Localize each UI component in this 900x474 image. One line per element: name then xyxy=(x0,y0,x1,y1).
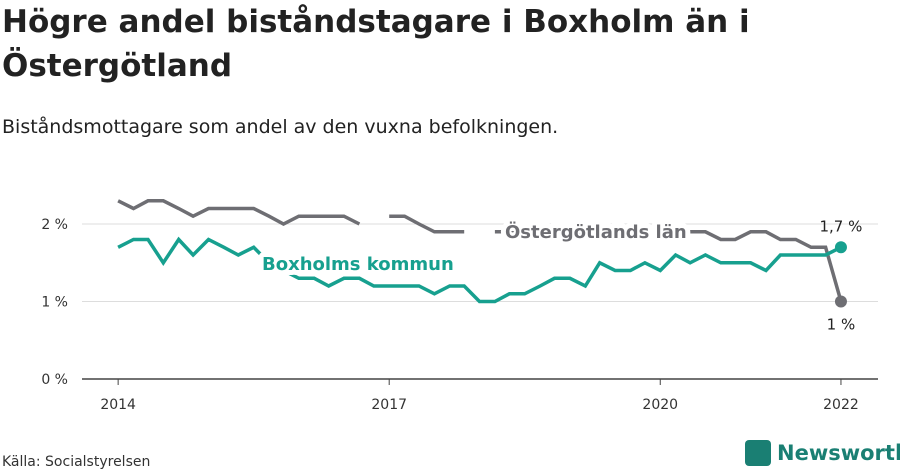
brand: Newsworthy xyxy=(777,441,900,465)
series-line xyxy=(117,199,843,302)
logo: Newsworthy xyxy=(745,440,900,466)
logo-icon xyxy=(745,440,771,466)
end-point xyxy=(834,295,847,308)
x-tick-label: 2022 xyxy=(823,397,859,413)
y-tick-label: 1 % xyxy=(41,295,68,311)
series-label: Boxholms kommun xyxy=(262,254,454,275)
y-tick-label: 0 % xyxy=(41,372,68,388)
chart-title: Högre andel biståndstagare i Boxholm än … xyxy=(2,4,750,84)
value-label: 1 % xyxy=(827,316,856,334)
chart-subtitle: Biståndsmottagare som andel av den vuxna… xyxy=(2,116,559,138)
y-tick-label: 2 % xyxy=(41,217,68,233)
end-point xyxy=(834,241,847,254)
x-tick-label: 2020 xyxy=(642,397,678,413)
series-line xyxy=(117,236,842,304)
source: Källa: Socialstyrelsen xyxy=(2,454,151,470)
value-label: 1,7 % xyxy=(820,217,863,235)
series-label: Östergötlands län xyxy=(505,221,687,243)
x-tick-label: 2014 xyxy=(100,397,136,413)
x-tick-label: 2017 xyxy=(371,397,407,413)
